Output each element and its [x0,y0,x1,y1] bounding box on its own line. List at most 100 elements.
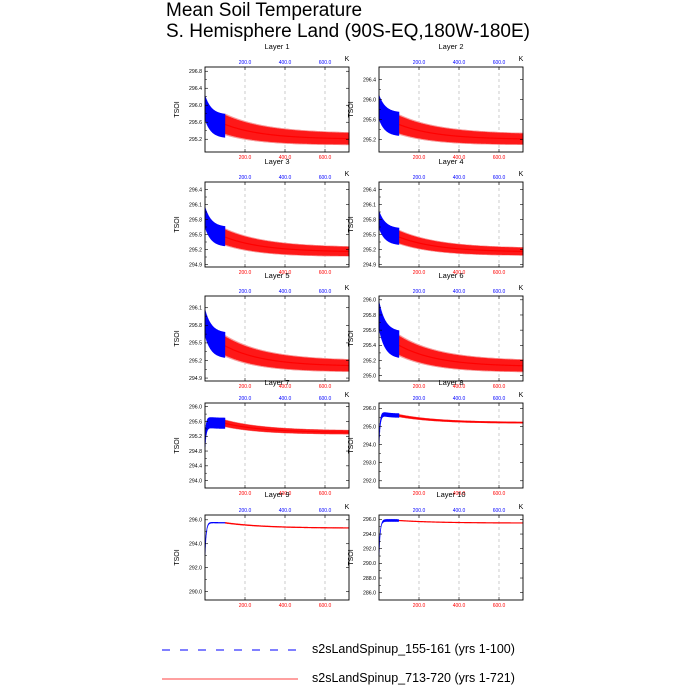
x-tick-label-top: 200.0 [239,508,252,514]
y-tick-label: 296.1 [189,202,202,208]
y-tick-label: 294.4 [189,464,202,470]
chart-panel-layer-10: Layer 10 K TSOI 286.0 288.0 290.0 292.0 294.0 29… [348,490,524,609]
series-run1 [378,412,400,444]
x-tick-label-top: 600.0 [493,289,506,295]
x-tick-label-bottom: 200.0 [413,384,426,390]
series-run1 [204,417,226,447]
units-label: K [345,171,350,178]
series-run1 [204,522,226,556]
plot-frame [204,181,350,268]
x-tick-label-top: 200.0 [413,60,426,66]
x-tick-label-top: 400.0 [453,508,466,514]
series-run1 [378,301,400,358]
y-tick-label: 295.2 [363,137,376,143]
series-run2-mean [224,522,350,529]
y-tick-label: 296.0 [363,406,376,412]
y-tick-label: 288.0 [363,576,376,582]
chart-panel-layer-3: Layer 3 K TSOI 294.9 295.2 295.5 295.8 296.1 296… [174,157,350,276]
chart-panel-layer-7: Layer 7 K TSOI 294.0 294.4 294.8 295.2 295.6 296… [174,378,350,497]
series-run2 [397,230,524,256]
y-tick-label: 296.0 [363,517,376,523]
series-run2-mean [224,236,350,252]
series-run2-mean [398,344,524,367]
y-axis-label: TSOI [174,330,181,346]
x-tick-label-bottom: 200.0 [413,155,426,161]
y-tick-label: 295.5 [363,232,376,238]
y-tick-label: 296.0 [189,518,202,524]
y-tick-label: 296.4 [363,187,376,193]
panel-title: Layer 2 [438,42,463,51]
y-axis-label: TSOI [174,101,181,117]
series-run1-line [378,301,400,358]
legend-label-run1: s2sLandSpinup_155-161 (yrs 1-100) [312,642,515,656]
x-tick-label-top: 600.0 [493,175,506,181]
y-tick-label: 296.8 [189,69,202,75]
plot-frame [204,402,350,489]
y-tick-label: 296.0 [363,298,376,304]
x-tick-label-bottom: 200.0 [239,491,252,497]
x-tick-label-top: 200.0 [239,60,252,66]
y-tick-label: 295.2 [189,358,202,364]
x-tick-label-top: 600.0 [319,396,332,402]
panel-title: Layer 4 [438,157,463,166]
x-tick-label-bottom: 200.0 [239,270,252,276]
y-tick-label: 295.6 [363,117,376,123]
series-run1-line [378,210,400,245]
plot-frame [378,402,524,489]
x-tick-label-bottom: 400.0 [453,491,466,497]
units-label: K [345,285,350,292]
y-tick-label: 296.0 [363,97,376,103]
panel-title: Layer 6 [438,271,463,280]
x-tick-label-top: 200.0 [239,289,252,295]
y-axis-label: TSOI [348,101,355,117]
x-tick-label-bottom: 600.0 [319,155,332,161]
y-tick-label: 295.2 [189,434,202,440]
y-tick-label: 295.8 [189,323,202,329]
units-label: K [345,56,350,63]
x-tick-label-top: 200.0 [413,508,426,514]
y-tick-label: 295.4 [363,343,376,349]
x-tick-label-bottom: 600.0 [319,491,332,497]
series-run1 [204,206,226,247]
x-tick-label-top: 200.0 [413,175,426,181]
x-tick-label-bottom: 600.0 [319,270,332,276]
series-run1-line [204,206,226,247]
x-tick-label-bottom: 400.0 [453,384,466,390]
x-tick-label-bottom: 200.0 [239,603,252,609]
panel-title: Layer 3 [264,157,289,166]
x-tick-label-bottom: 400.0 [453,155,466,161]
y-tick-label: 295.6 [189,419,202,425]
panel-title: Layer 5 [264,271,289,280]
x-tick-label-top: 200.0 [239,175,252,181]
units-label: K [519,171,524,178]
chart-panel-layer-6: Layer 6 K TSOI 295.0 295.2 295.4 295.6 295.8 296… [348,271,524,390]
x-tick-label-top: 600.0 [493,60,506,66]
x-tick-label-bottom: 600.0 [493,603,506,609]
panel-title: Layer 8 [438,378,463,387]
series-run2 [223,521,350,529]
units-label: K [519,392,524,399]
x-tick-label-bottom: 200.0 [239,384,252,390]
x-tick-label-top: 600.0 [319,175,332,181]
y-tick-label: 294.0 [189,542,202,548]
y-tick-label: 294.9 [189,262,202,268]
series-run2 [397,414,524,424]
plot-frame [204,514,350,601]
chart-panel-layer-2: Layer 2 K TSOI 295.2 295.6 296.0 296.4 200.0 200… [348,42,524,161]
x-tick-label-top: 200.0 [413,396,426,402]
x-tick-label-top: 400.0 [453,396,466,402]
x-tick-label-top: 400.0 [453,175,466,181]
y-tick-label: 296.4 [189,86,202,92]
series-run1 [204,309,226,358]
figure-title-line2: S. Hemisphere Land (90S-EQ,180W-180E) [166,21,530,42]
units-label: K [519,285,524,292]
y-axis-label: TSOI [174,549,181,565]
x-tick-label-bottom: 400.0 [279,491,292,497]
y-tick-label: 296.0 [189,103,202,109]
x-tick-label-top: 600.0 [493,508,506,514]
x-tick-label-top: 600.0 [493,396,506,402]
series-run2 [223,335,350,372]
x-tick-label-bottom: 400.0 [453,270,466,276]
series-run2 [223,228,350,257]
